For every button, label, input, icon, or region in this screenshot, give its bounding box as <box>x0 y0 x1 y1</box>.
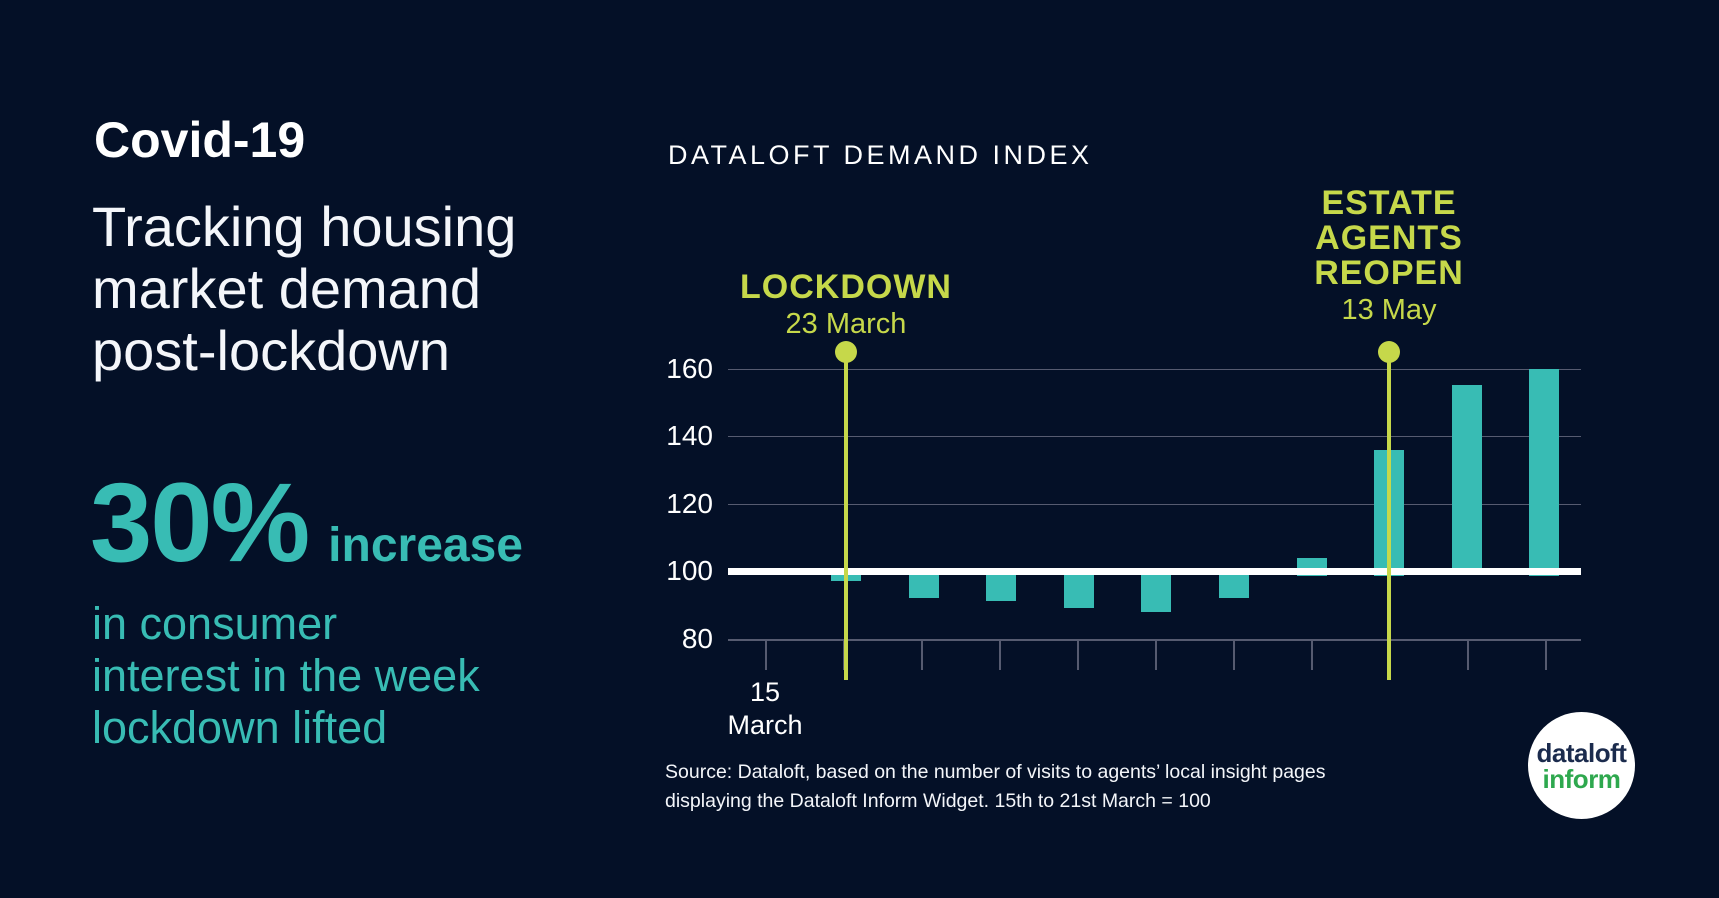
y-axis-label: 120 <box>666 488 713 519</box>
stat-description-line: in consumer <box>92 598 338 649</box>
page-subtitle: Tracking housing market demand post-lock… <box>92 196 516 382</box>
x-axis-tick <box>999 640 1001 670</box>
x-axis-tick <box>1233 640 1235 670</box>
y-gridline <box>728 436 1581 437</box>
annotation-lockdown: LOCKDOWN 23 March <box>646 270 1046 341</box>
x-axis-start-label: 15 March <box>705 676 825 742</box>
logo-text-dataloft: dataloft <box>1536 737 1627 768</box>
dataloft-inform-logo: dataloft inform <box>1528 712 1635 819</box>
event-line <box>1387 352 1391 680</box>
bar <box>1141 571 1171 612</box>
subtitle-line: market demand <box>92 257 482 320</box>
bar <box>986 571 1016 601</box>
subtitle-line: Tracking housing <box>92 195 517 258</box>
x-axis-tick <box>921 640 923 670</box>
source-note: Source: Dataloft, based on the number of… <box>665 758 1326 816</box>
source-note-line: Source: Dataloft, based on the number of… <box>665 761 1326 783</box>
y-axis-label: 140 <box>666 420 713 451</box>
annotation-estate-label-line: ESTATE <box>1321 184 1457 222</box>
y-axis-label: 160 <box>666 353 713 384</box>
x-axis-tick <box>1311 640 1313 670</box>
y-gridline <box>728 369 1581 370</box>
y-gridline <box>728 639 1581 641</box>
x-axis-tick <box>1467 640 1469 670</box>
baseline-100-gridline <box>728 568 1581 575</box>
stat-label: increase <box>328 519 523 572</box>
x-axis-tick <box>1545 640 1547 670</box>
x-axis-tick <box>1155 640 1157 670</box>
annotation-estate-label-line: REOPEN <box>1314 254 1464 292</box>
annotation-lockdown-date: 23 March <box>785 308 907 340</box>
chart-title: DATALOFT DEMAND INDEX <box>668 140 1093 170</box>
annotation-estate-agents-reopen: ESTATE AGENTS REOPEN 13 May <box>1189 186 1589 327</box>
annotation-estate-date: 13 May <box>1341 294 1437 326</box>
stat-headline: 30% increase <box>90 458 523 587</box>
bar <box>1452 385 1482 575</box>
bar <box>909 571 939 598</box>
x-axis-tick <box>765 640 767 670</box>
stat-description: in consumer interest in the week lockdow… <box>92 598 480 754</box>
y-gridline <box>728 504 1581 505</box>
event-dot <box>1378 341 1400 363</box>
page-title: Covid-19 <box>94 112 306 168</box>
stat-value: 30% <box>90 460 310 585</box>
bar <box>1219 571 1249 598</box>
x-axis-start-label-line: 15 <box>749 677 781 707</box>
event-dot <box>835 341 857 363</box>
y-axis-label: 80 <box>681 623 713 654</box>
event-line <box>844 352 848 680</box>
source-note-line: displaying the Dataloft Inform Widget. 1… <box>665 790 1211 812</box>
bar <box>1064 571 1094 608</box>
stat-description-line: interest in the week <box>92 650 480 701</box>
stat-description-line: lockdown lifted <box>92 702 388 753</box>
x-axis-tick <box>1077 640 1079 670</box>
logo-text-inform: inform <box>1542 763 1621 794</box>
annotation-lockdown-label: LOCKDOWN <box>740 268 952 306</box>
y-axis-label: 100 <box>666 555 713 586</box>
x-axis-start-label-line: March <box>727 710 803 740</box>
bar <box>1529 369 1559 576</box>
subtitle-line: post-lockdown <box>92 319 450 382</box>
annotation-estate-label-line: AGENTS <box>1315 219 1463 257</box>
